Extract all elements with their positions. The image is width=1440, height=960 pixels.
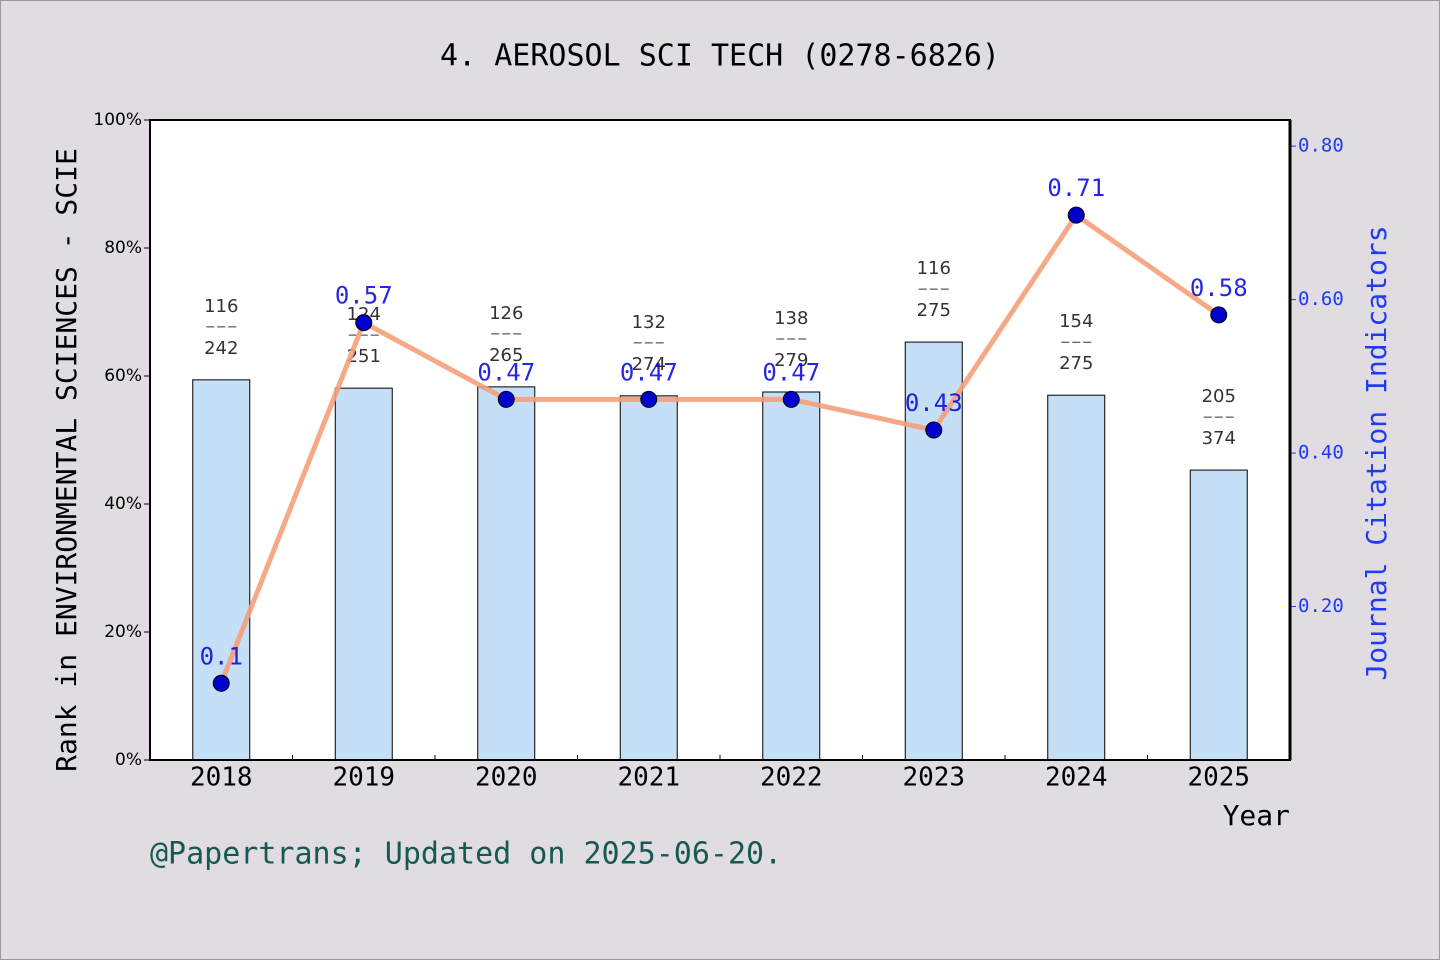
y2-tick-label: 0.40 [1298, 442, 1344, 464]
total-label: 274 [632, 354, 666, 375]
x-tick-label: 2020 [475, 763, 538, 793]
value-label: 0.57 [335, 282, 393, 310]
y2-tick-label: 0.80 [1298, 135, 1344, 157]
total-label: 265 [489, 345, 523, 366]
bar [1189, 469, 1248, 761]
x-tick-label: 2022 [760, 763, 823, 793]
value-label: 0.47 [762, 358, 820, 386]
marker [640, 390, 658, 408]
marker [925, 421, 943, 439]
marker [497, 390, 515, 408]
total-label: 275 [1059, 353, 1093, 374]
y-tick-label: 40% [104, 494, 142, 514]
x-tick-label: 2021 [617, 763, 680, 793]
bar [334, 387, 393, 761]
y-tick-label: 60% [104, 366, 142, 386]
total-label: 279 [774, 350, 808, 371]
y2-tick-label: 0.60 [1298, 288, 1344, 310]
chart-title: 4. AEROSOL SCI TECH (0278-6826) [440, 39, 1000, 74]
x-tick-label: 2024 [1045, 763, 1108, 793]
y-tick-label: 20% [104, 622, 142, 642]
bar [477, 386, 536, 761]
rank-label: 116 [204, 296, 238, 317]
marker [782, 390, 800, 408]
value-label: 0.47 [620, 358, 678, 386]
value-label: 0.58 [1190, 274, 1248, 302]
total-label: 242 [204, 338, 238, 359]
value-label: 0.1 [200, 642, 243, 670]
total-label: 275 [917, 300, 951, 321]
x-tick-label: 2018 [190, 763, 253, 793]
marker [1067, 206, 1085, 224]
footer: @Papertrans; Updated on 2025-06-20. [150, 837, 782, 872]
rank-label: 205 [1202, 386, 1236, 407]
y-axis-label: Rank in ENVIRONMENTAL SCIENCES - SCIE [50, 148, 83, 772]
rank-label: 132 [632, 312, 666, 333]
value-label: 0.71 [1047, 174, 1105, 202]
bar [762, 391, 821, 761]
bar [1047, 394, 1106, 761]
line [218, 211, 1221, 685]
rank-label: 138 [774, 308, 808, 329]
total-label: 374 [1202, 428, 1236, 449]
plot-area [150, 120, 1290, 760]
marker [212, 674, 230, 692]
value-label: 0.47 [477, 358, 535, 386]
marker [355, 314, 373, 332]
x-tick-label: 2025 [1187, 763, 1250, 793]
x-axis-label: Year [1223, 799, 1290, 832]
x-tick-label: 2023 [902, 763, 965, 793]
y-tick-label: 0% [115, 750, 142, 770]
rank-label: 116 [917, 258, 951, 279]
y2-tick-label: 0.20 [1298, 595, 1344, 617]
marker [1210, 306, 1228, 324]
total-label: 251 [347, 346, 381, 367]
y2-axis-label: Journal Citation Indicators [1360, 225, 1393, 680]
y-tick-label: 100% [93, 110, 142, 130]
value-label: 0.43 [905, 389, 963, 417]
x-tick-label: 2019 [332, 763, 395, 793]
rank-label: 154 [1059, 311, 1093, 332]
bar [619, 395, 678, 761]
rank-label: 126 [489, 303, 523, 324]
bar [192, 379, 251, 761]
y-tick-label: 80% [104, 238, 142, 258]
